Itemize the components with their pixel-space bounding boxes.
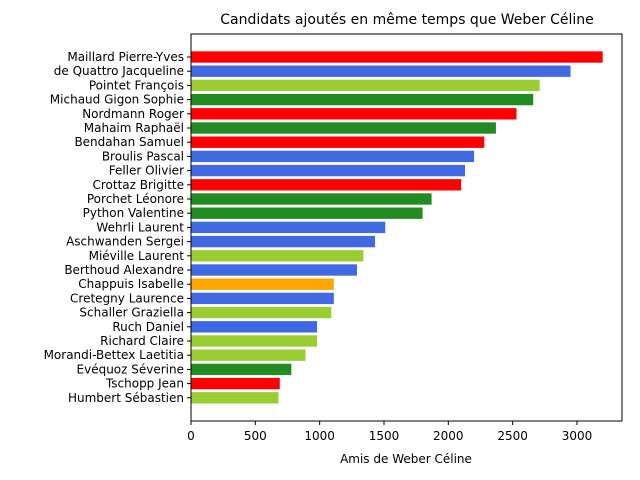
bar [191,392,279,404]
bar [191,122,496,134]
bar [191,292,334,305]
bar [191,363,292,376]
bar [191,150,475,163]
bar [191,65,571,77]
x-tick-label: 3000 [562,429,593,443]
bar [191,264,357,276]
x-tick-label: 0 [187,429,195,443]
bar [191,93,534,106]
bar [191,377,280,390]
y-tick-label: Berthoud Alexandre [64,263,184,277]
bar [191,164,466,177]
bar [191,250,364,262]
bar [191,306,332,319]
bar [191,235,375,248]
y-tick-label: Chappuis Isabelle [78,277,184,291]
y-tick-label: Nordmann Roger [82,107,184,121]
bar [191,349,306,361]
x-axis-ticks: 0 500 1000 1500 2000 2500 3000 [187,421,592,443]
x-tick-label: 500 [244,429,267,443]
x-tick-label: 2500 [497,429,528,443]
y-tick-label: Tschopp Jean [105,377,184,391]
y-tick-label: Michaud Gigon Sophie [50,93,184,107]
x-tick-label: 1000 [304,429,335,443]
bar [191,278,334,290]
y-tick-label: Porchet Léonore [87,192,184,206]
bar [191,321,318,333]
y-tick-label: Aschwanden Sergei [66,235,184,249]
bar [191,51,603,63]
bar [191,221,386,234]
y-tick-label: Wehrli Laurent [96,220,184,234]
bar [191,193,432,205]
y-tick-label: de Quattro Jacqueline [54,64,184,78]
y-tick-label: Richard Claire [100,334,184,348]
chart-title: Candidats ajoutés en même temps que Webe… [220,12,594,28]
bar [191,335,318,347]
bar [191,79,540,92]
bar [191,136,485,148]
y-tick-label: Bendahan Samuel [74,135,184,149]
y-tick-label: Pointet François [89,78,184,92]
y-tick-label: Morandi-Bettex Laetitia [44,348,184,362]
y-tick-label: Broulis Pascal [102,149,184,163]
x-axis-label: Amis de Weber Céline [340,452,472,466]
y-tick-label: Feller Olivier [109,164,184,178]
bar [191,108,517,120]
y-tick-label: Ruch Daniel [112,320,184,334]
y-tick-label: Maillard Pierre-Yves [67,50,184,64]
y-tick-label: Humbert Sébastien [68,391,184,405]
bar [191,179,462,191]
y-tick-label: Evéquoz Séverine [77,362,184,376]
y-tick-label: Schaller Graziella [79,306,184,320]
y-tick-label: Cretegny Laurence [70,291,184,305]
plot-frame [190,33,623,422]
bar [191,207,423,219]
x-tick-label: 2000 [433,429,464,443]
bars-layer [191,51,603,404]
y-tick-label: Miéville Laurent [89,249,185,263]
y-tick-label: Crottaz Brigitte [92,178,184,192]
y-tick-label: Python Valentine [83,206,184,220]
x-tick-label: 1500 [369,429,400,443]
y-tick-label: Mahaim Raphaël [84,121,184,135]
